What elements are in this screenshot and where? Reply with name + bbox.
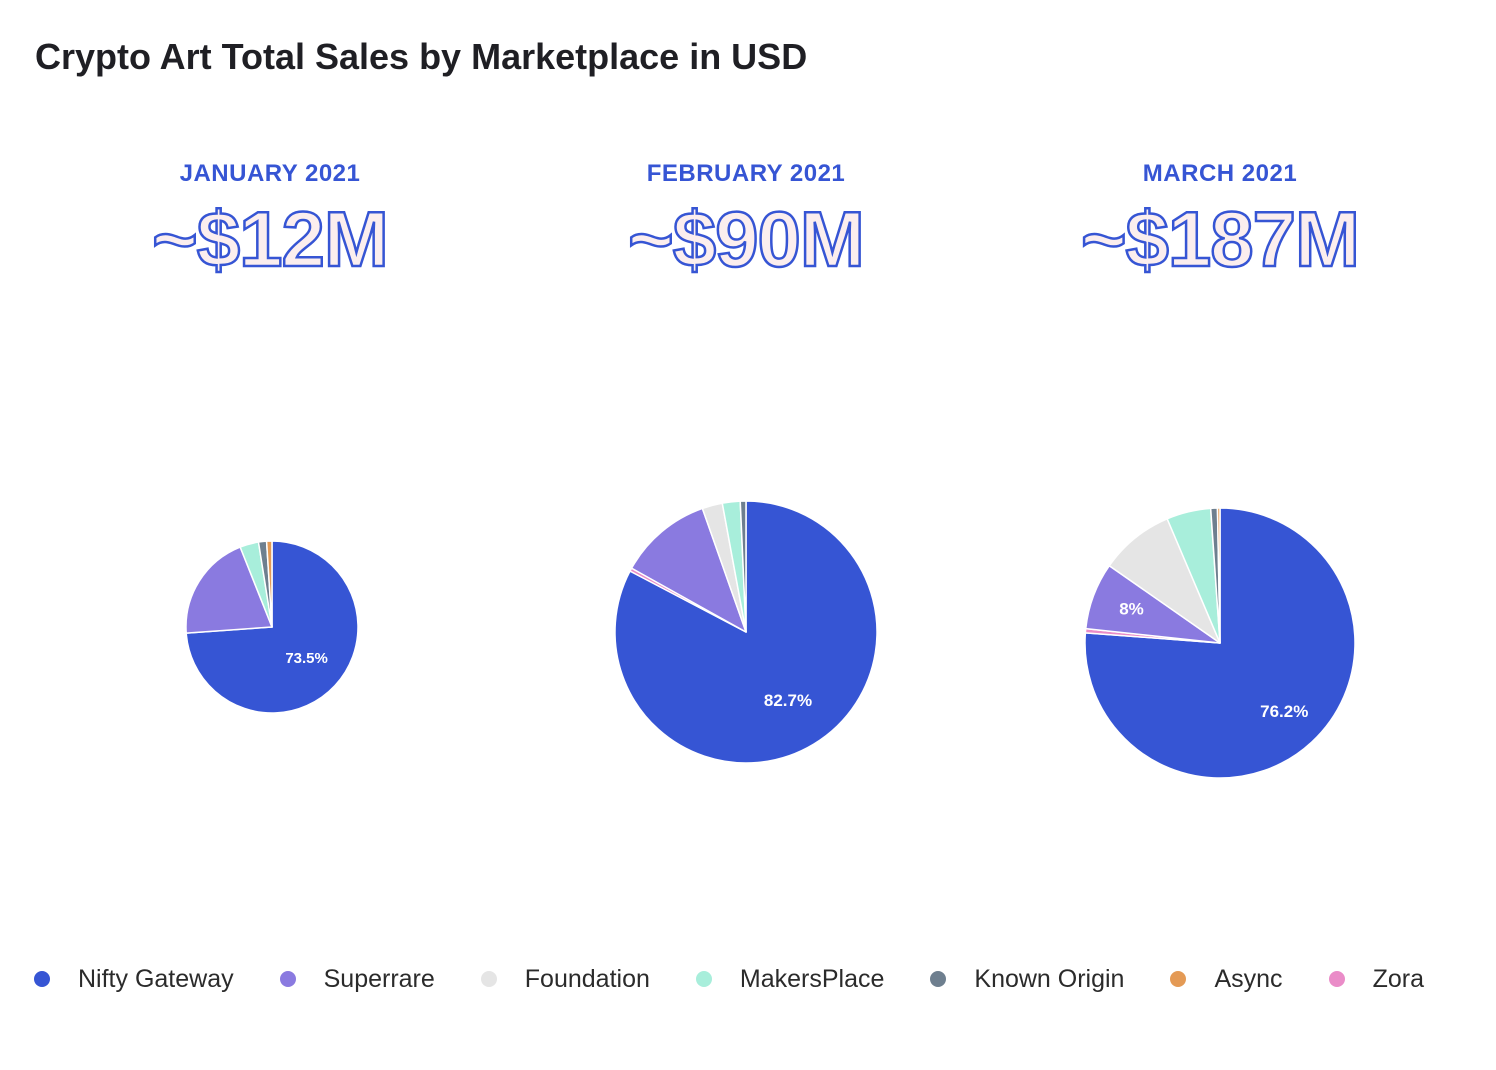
- legend-label: Zora: [1372, 964, 1424, 993]
- slice-superrare[interactable]: [630, 507, 747, 633]
- pie-march-2021: 76.2% 8%: [1084, 507, 1356, 779]
- legend-label: Foundation: [524, 964, 650, 993]
- month-label: JANUARY 2021: [179, 160, 361, 187]
- pie-february-2021: 82.7%: [614, 500, 878, 764]
- panel-february: FEBRUARY 2021 ~$90M: [556, 160, 936, 283]
- chart-title: Crypto Art Total Sales by Marketplace in…: [35, 36, 808, 77]
- total-sales: ~$187M: [1080, 195, 1362, 283]
- pie-january-2021: 73.5%: [185, 540, 359, 714]
- legend-label: Nifty Gateway: [78, 964, 234, 993]
- legend-item-nifty-gateway[interactable]: Nifty Gateway: [30, 955, 234, 1003]
- slice-async[interactable]: [265, 540, 273, 628]
- total-sales: ~$12M: [151, 195, 390, 283]
- panel-january: JANUARY 2021 ~$12M: [80, 160, 460, 283]
- data-label-nifty-gateway: 76.2%: [1260, 702, 1308, 721]
- slice-known-origin[interactable]: [739, 500, 747, 633]
- legend: Nifty Gateway Superrare Foundation Maker…: [30, 955, 1470, 1003]
- month-label: FEBRUARY 2021: [646, 160, 846, 187]
- total-sales: ~$90M: [627, 195, 866, 283]
- legend-item-superrare[interactable]: Superrare: [276, 955, 435, 1003]
- legend-label: Known Origin: [974, 964, 1125, 993]
- data-label-nifty-gateway: 82.7%: [764, 691, 812, 710]
- legend-dot: [1328, 971, 1345, 987]
- month-label: MARCH 2021: [1142, 160, 1298, 187]
- legend-dot: [480, 971, 497, 987]
- data-label-superrare: 8%: [1119, 599, 1144, 618]
- legend-dot: [34, 971, 50, 987]
- legend-dot: [1170, 971, 1187, 987]
- legend-dot: [279, 971, 296, 987]
- legend-item-async[interactable]: Async: [1166, 955, 1283, 1003]
- data-label-nifty-gateway: 73.5%: [285, 650, 328, 667]
- legend-item-makersplace[interactable]: MakersPlace: [692, 955, 885, 1003]
- legend-label: Async: [1214, 964, 1283, 993]
- slice-nifty-gateway[interactable]: [1084, 507, 1356, 779]
- legend-item-zora[interactable]: Zora: [1325, 955, 1424, 1003]
- legend-label: Superrare: [323, 964, 435, 993]
- legend-item-known-origin[interactable]: Known Origin: [926, 955, 1124, 1003]
- panel-march: MARCH 2021 ~$187M: [1030, 160, 1410, 283]
- legend-dot: [695, 971, 712, 987]
- slice-async[interactable]: [1216, 507, 1221, 644]
- slice-superrare[interactable]: [185, 546, 273, 634]
- legend-dot: [930, 971, 947, 987]
- legend-item-foundation[interactable]: Foundation: [477, 955, 650, 1003]
- legend-label: MakersPlace: [739, 964, 885, 993]
